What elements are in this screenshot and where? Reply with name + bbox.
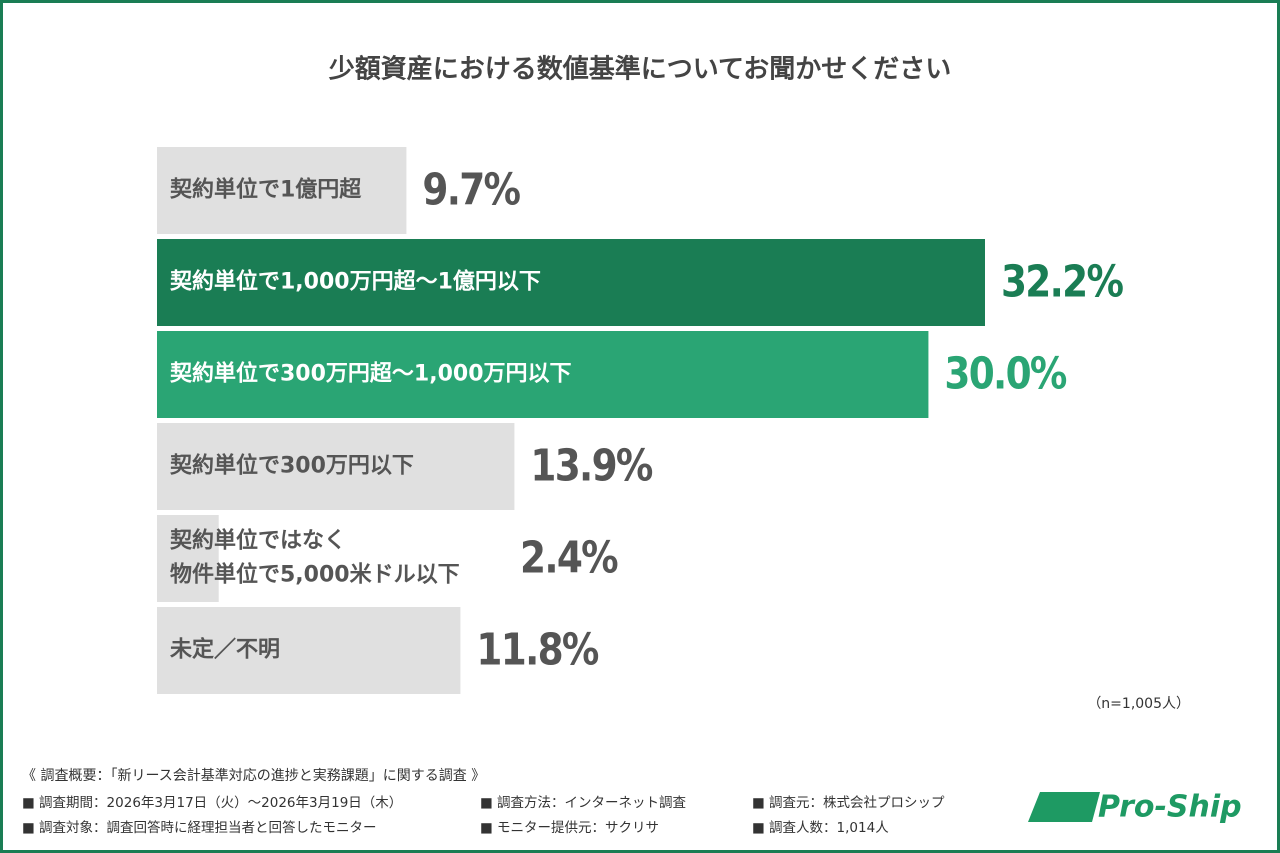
category-label: 未定／不明 [170,637,280,663]
footer-item: ■ 調査元：株式会社プロシップ [752,795,945,811]
value-label: 30.0% [944,347,1066,399]
footer-item: ■ 調査人数：1,014人 [752,820,889,836]
footer-heading: 《 調査概要：「新リース会計基準対応の進捗と実務課題」に関する調査 》 [22,767,485,784]
category-label: 契約単位で300万円以下 [169,453,414,479]
bar [157,607,461,694]
bar [157,423,515,510]
category-label: 契約単位ではなく [169,528,346,554]
footer-item: ■ モニター提供元：サクリサ [480,820,659,836]
category-label: 物件単位で5,000米ドル以下 [170,562,460,588]
bar [157,147,407,234]
value-label: 2.4% [520,531,618,583]
value-label: 11.8% [476,623,598,675]
category-label: 契約単位で1億円超 [169,177,362,203]
logo-mark [1028,792,1100,822]
bar [157,239,985,326]
value-label: 9.7% [422,163,520,215]
footer-item: ■ 調査期間：2026年3月17日（火）〜2026年3月19日（木） [22,795,402,811]
bar [157,331,929,418]
bar [157,515,219,602]
chart-title: 少額資産における数値基準についてお聞かせください [328,54,951,85]
value-label: 32.2% [1001,255,1123,307]
category-label: 契約単位で1,000万円超〜1億円以下 [169,269,541,295]
logo: Pro-Ship [1028,790,1242,825]
note: （n=1,005人） [1087,696,1190,712]
footer-item: ■ 調査対象：調査回答時に経理担当者と回答したモニター [22,819,377,836]
logo-text: Pro-Ship [1098,790,1242,825]
category-label: 契約単位で300万円超〜1,000万円以下 [169,361,572,387]
value-label: 13.9% [530,439,652,491]
footer-item: ■ 調査方法：インターネット調査 [480,795,687,811]
